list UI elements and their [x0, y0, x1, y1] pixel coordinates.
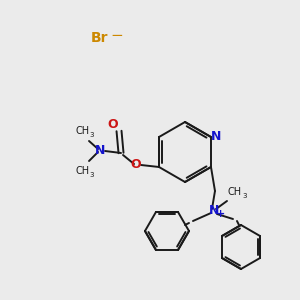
Text: −: −: [111, 28, 123, 44]
Text: N: N: [95, 143, 105, 157]
Text: 3: 3: [243, 193, 247, 199]
Text: N: N: [211, 130, 221, 142]
Text: +: +: [216, 209, 226, 219]
Text: N: N: [209, 203, 219, 217]
Text: O: O: [108, 118, 118, 130]
Text: Br: Br: [91, 31, 109, 45]
Text: 3: 3: [90, 172, 94, 178]
Text: CH: CH: [76, 126, 90, 136]
Text: 3: 3: [90, 132, 94, 138]
Text: O: O: [131, 158, 141, 172]
Text: CH: CH: [228, 187, 242, 197]
Text: CH: CH: [76, 166, 90, 176]
